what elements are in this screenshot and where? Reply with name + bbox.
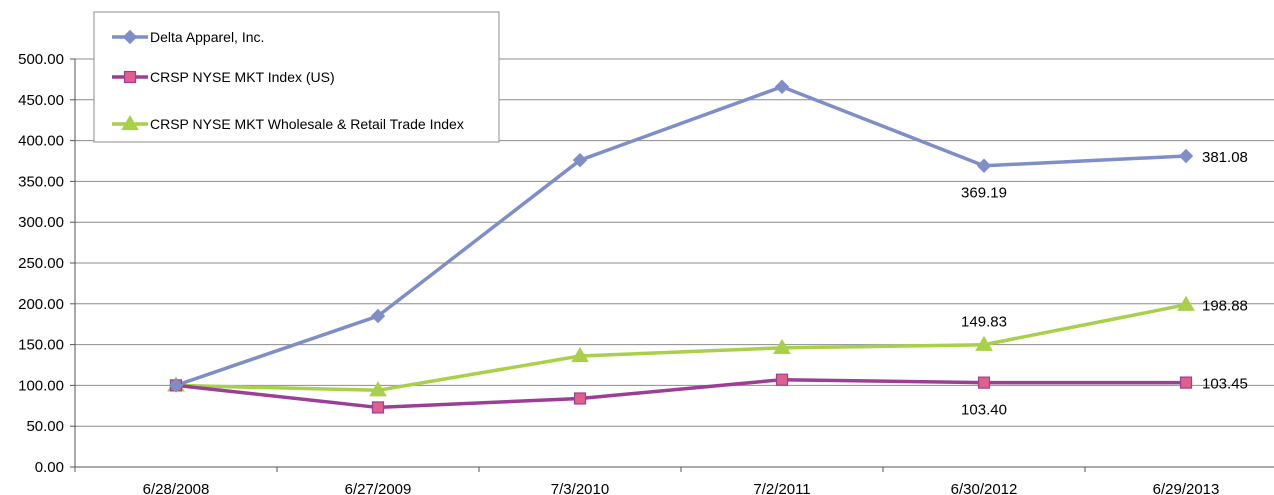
series-markers	[167, 79, 1195, 414]
series-line	[175, 84, 1187, 388]
diamond-marker	[774, 79, 790, 94]
x-tick-label: 7/2/2011	[753, 481, 810, 495]
data-label: 103.40	[961, 402, 1007, 419]
triangle-marker	[975, 335, 993, 351]
y-tick-label: 250.00	[18, 255, 64, 272]
x-tick-label: 7/3/2010	[551, 481, 609, 495]
x-axis: 6/28/2008 6/27/2009 7/3/2010 7/2/2011 6/30/2…	[74, 467, 1220, 495]
x-tick-label: 6/27/2009	[345, 481, 412, 495]
diamond-marker	[370, 308, 386, 324]
legend-box	[93, 11, 500, 143]
y-tick-label: 350.00	[18, 173, 64, 190]
series-line	[175, 302, 1187, 393]
data-label: 369.19	[961, 185, 1007, 202]
legend: Delta Apparel, Inc. CRSP NYSE MKT Index (…	[93, 11, 500, 143]
diamond-marker	[976, 158, 992, 173]
data-label: 198.88	[1202, 298, 1248, 315]
y-tick-label: 50.00	[26, 418, 64, 435]
square-marker	[1179, 376, 1193, 389]
square-marker	[977, 376, 991, 389]
x-tick-label: 6/28/2008	[143, 481, 210, 495]
square-marker	[371, 401, 385, 414]
legend-square-marker	[123, 70, 137, 84]
diamond-marker	[1178, 148, 1194, 164]
y-tick-label: 400.00	[18, 133, 64, 150]
legend-label: Delta Apparel, Inc.	[150, 29, 264, 45]
square-marker	[573, 392, 587, 405]
y-tick-label: 450.00	[18, 92, 64, 109]
y-tick-label: 0.00	[35, 459, 64, 476]
legend-label: CRSP NYSE MKT Index (US)	[150, 69, 335, 85]
x-tick-label: 6/29/2013	[1153, 481, 1220, 495]
legend-diamond-marker	[122, 29, 138, 45]
y-tick-label: 200.00	[18, 296, 64, 313]
series-lines	[175, 84, 1187, 410]
square-marker	[775, 373, 789, 386]
y-tick-label: 150.00	[18, 337, 64, 354]
legend-label: CRSP NYSE MKT Wholesale & Retail Trade I…	[150, 116, 464, 132]
data-label: 381.08	[1202, 149, 1248, 166]
y-tick-label: 300.00	[18, 214, 64, 231]
data-labels: 381.08 369.19 198.88 149.83 103.45 103.40	[961, 149, 1248, 419]
diamond-marker	[572, 152, 588, 168]
legend-triangle-marker	[121, 115, 139, 131]
triangle-marker	[1177, 295, 1195, 311]
triangle-marker	[571, 347, 589, 363]
triangle-marker	[369, 381, 387, 397]
data-label: 149.83	[961, 314, 1007, 331]
y-tick-label: 100.00	[18, 377, 64, 394]
y-axis: 0.00 50.00 100.00 150.00 200.00 250.00 300.00 3…	[18, 51, 76, 476]
triangle-marker	[773, 338, 791, 354]
x-tick-label: 6/30/2012	[951, 481, 1018, 495]
series-line	[175, 377, 1187, 410]
y-tick-label: 500.00	[18, 51, 64, 68]
data-label: 103.45	[1202, 376, 1248, 393]
diamond-marker	[168, 378, 184, 393]
